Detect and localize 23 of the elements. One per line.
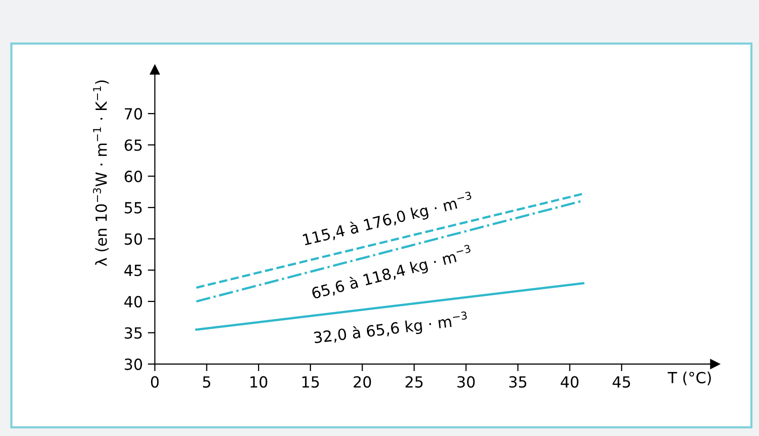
- y-tick-label: 70: [124, 108, 142, 120]
- x-tick-label: 15: [302, 376, 319, 388]
- x-tick-label: 10: [250, 376, 268, 388]
- y-tick-label: 50: [124, 233, 142, 245]
- y-tick-label: 55: [124, 202, 142, 214]
- text: 32,0 à 65,6 kg · m$^{−3}$: [313, 311, 468, 346]
- y-tick-label: 35: [124, 327, 142, 339]
- x-tick-label: 20: [354, 376, 371, 388]
- text: 65,6 à 118,4 kg · m$^{−3}$: [310, 244, 474, 302]
- x-tick-label: 0: [150, 376, 159, 388]
- x-tick-label: 45: [612, 376, 630, 388]
- y-tick-label: 40: [124, 296, 142, 308]
- y-axis-title: λ (en 10$^{−3}$W · m$^{−1}$ · K$^{−1}$): [92, 80, 109, 266]
- y-tick-label: 45: [124, 264, 142, 276]
- x-tick-label: 5: [203, 376, 210, 388]
- x-tick-label: 40: [560, 376, 578, 388]
- y-tick-label: 65: [124, 139, 142, 151]
- y-tick-label: 30: [124, 358, 142, 370]
- x-tick-label: 30: [457, 376, 475, 388]
- x-tick-label: 35: [509, 376, 526, 388]
- x-tick-label: 25: [406, 376, 423, 388]
- x-axis-title: T (°C): [668, 372, 711, 386]
- y-tick-label: 60: [124, 170, 142, 182]
